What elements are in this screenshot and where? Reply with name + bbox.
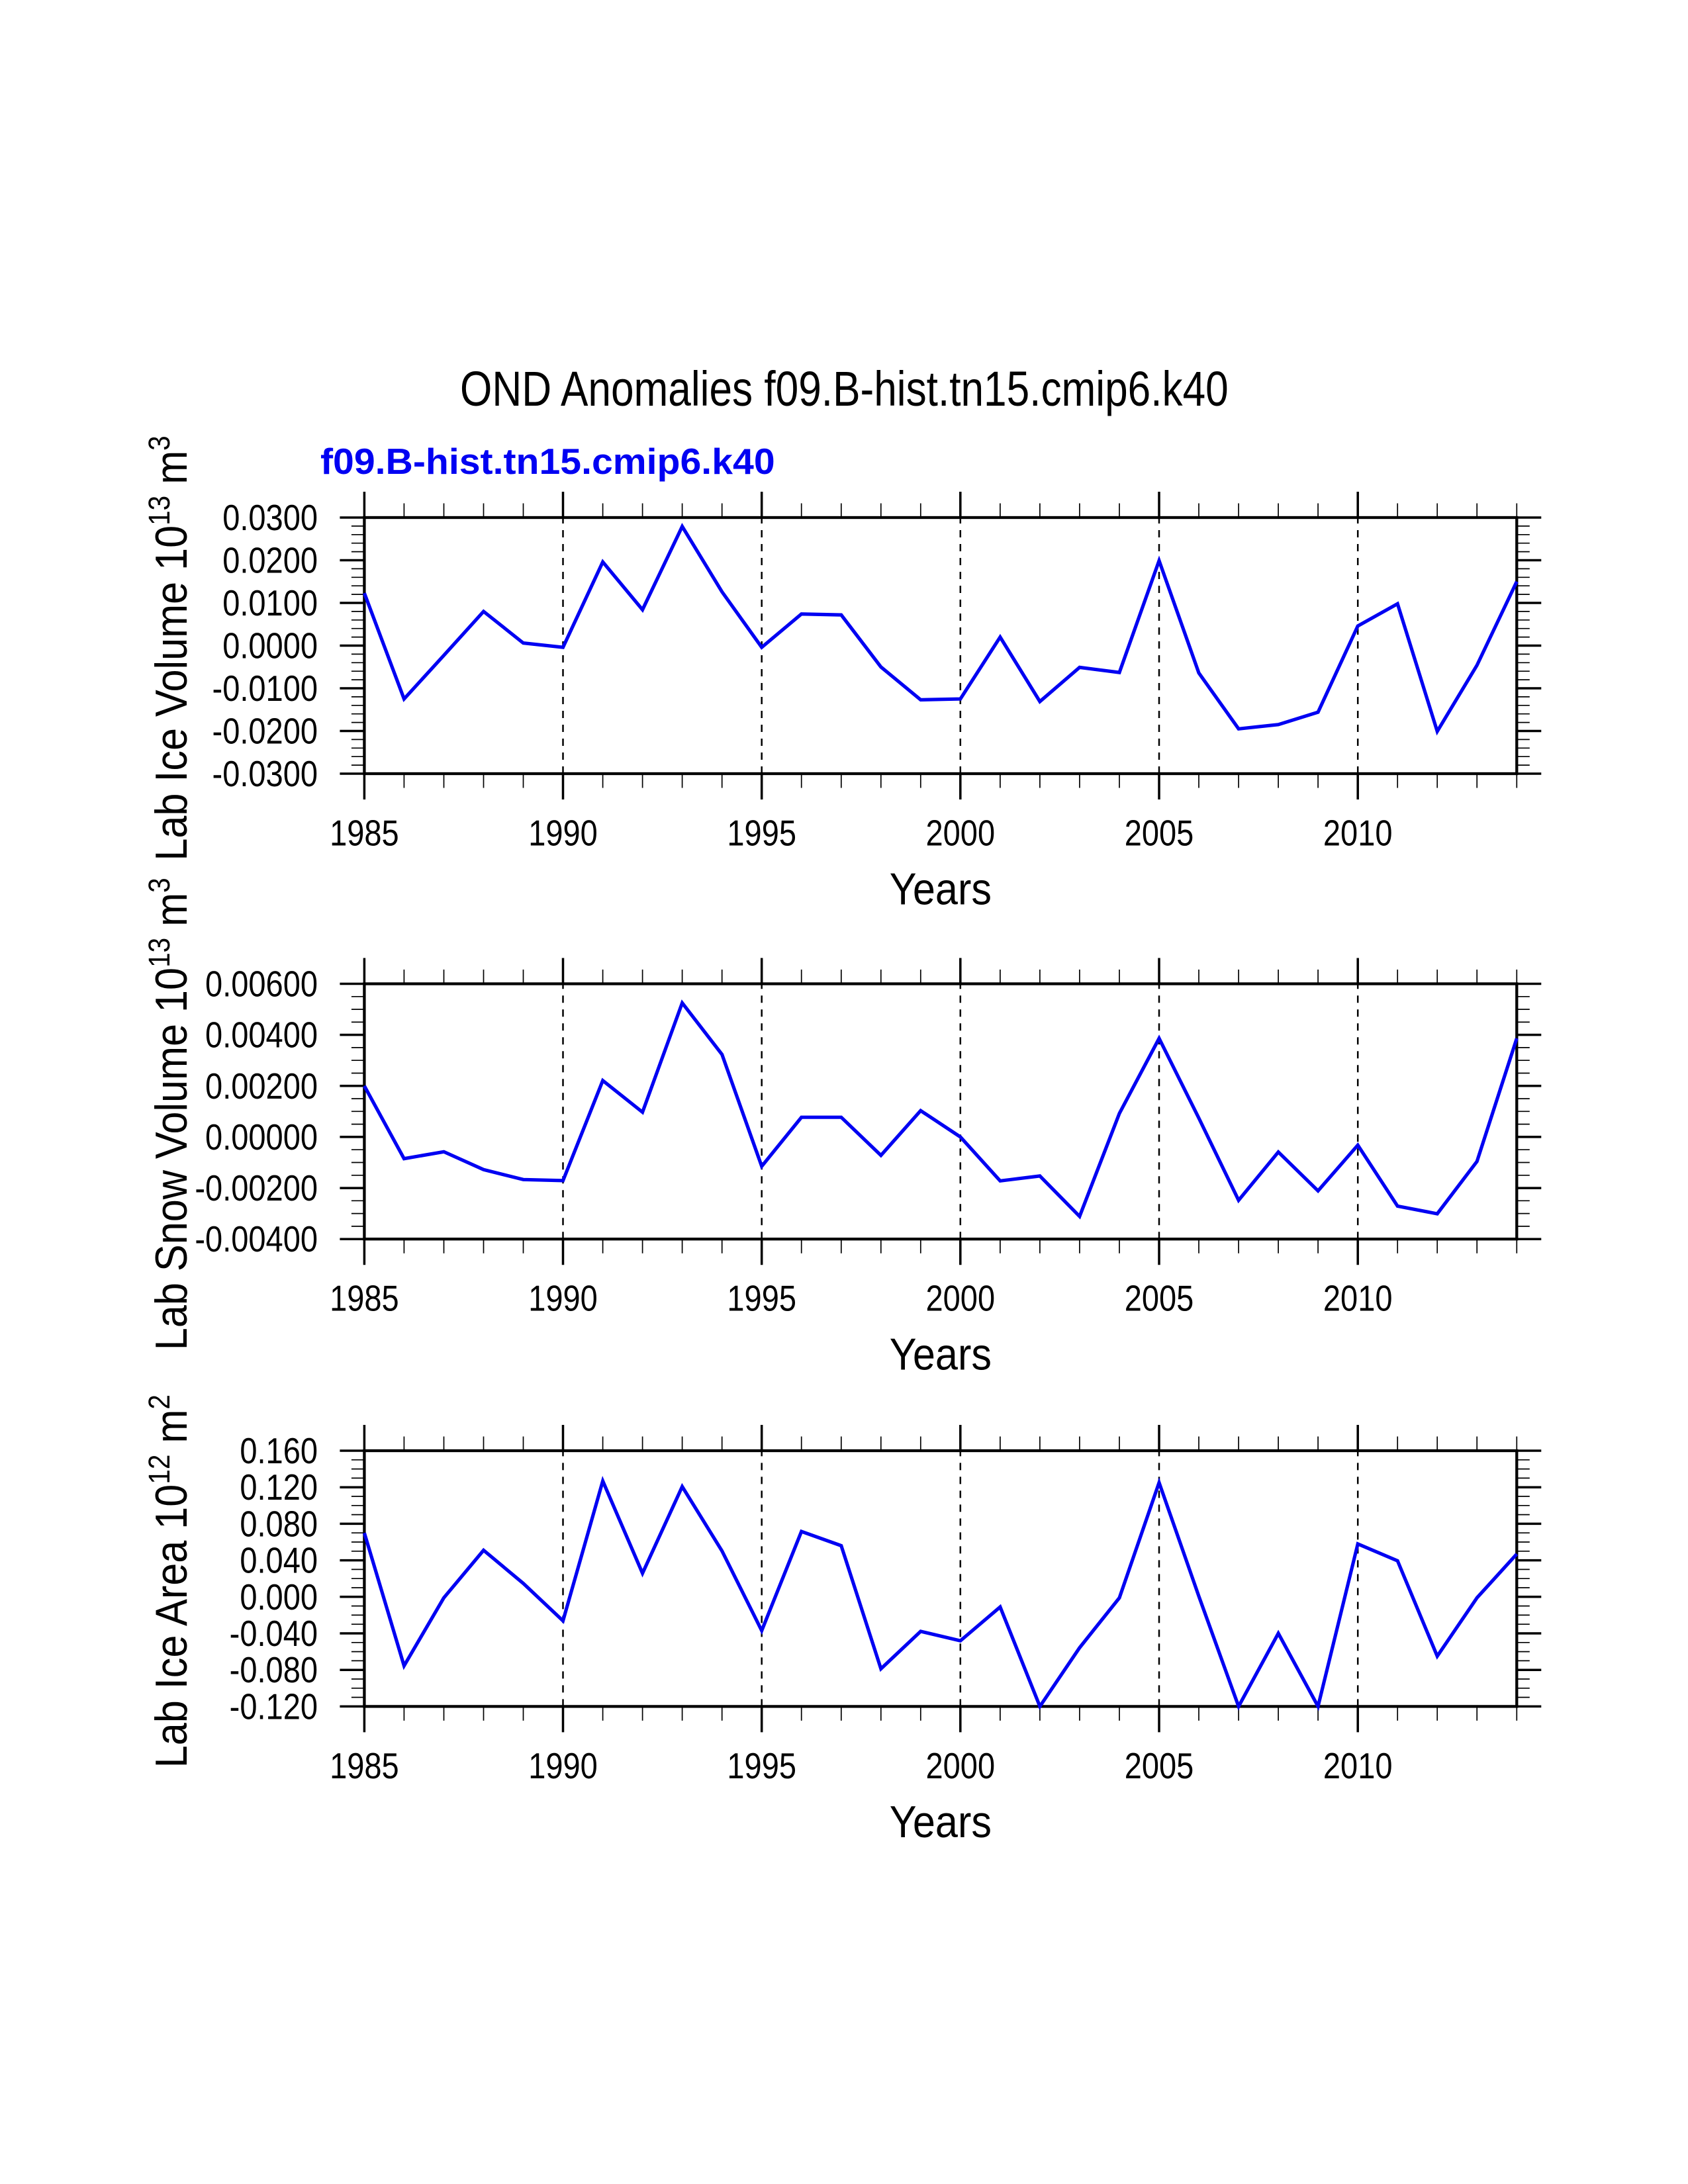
svg-text:Lab Ice Area 1012 m2: Lab Ice Area 1012 m2 [143,1394,197,1768]
svg-text:-0.00200: -0.00200 [195,1168,318,1208]
svg-text:-0.0200: -0.0200 [212,711,318,751]
svg-text:f09.B-hist.tn15.cmip6.k40: f09.B-hist.tn15.cmip6.k40 [320,441,775,482]
svg-text:1995: 1995 [727,813,796,853]
svg-text:-0.080: -0.080 [230,1650,318,1690]
svg-text:0.0000: 0.0000 [222,625,318,666]
svg-text:1985: 1985 [330,1278,399,1318]
svg-text:1985: 1985 [330,1745,399,1786]
svg-text:Years: Years [890,863,992,914]
svg-text:0.0300: 0.0300 [222,498,318,538]
svg-text:Years: Years [890,1329,992,1380]
svg-text:2005: 2005 [1125,813,1194,853]
svg-text:0.160: 0.160 [240,1431,318,1471]
svg-text:2000: 2000 [926,1278,996,1318]
svg-text:2005: 2005 [1125,1745,1194,1786]
svg-text:2005: 2005 [1125,1278,1194,1318]
svg-text:0.0100: 0.0100 [222,583,318,623]
svg-text:-0.040: -0.040 [230,1614,318,1654]
svg-text:0.000: 0.000 [240,1576,318,1617]
svg-text:1990: 1990 [528,1745,598,1786]
svg-text:0.0200: 0.0200 [222,540,318,580]
svg-text:1995: 1995 [727,1278,796,1318]
svg-text:OND Anomalies f09.B-hist.tn15.: OND Anomalies f09.B-hist.tn15.cmip6.k40 [460,362,1229,416]
svg-text:-0.120: -0.120 [230,1686,318,1727]
svg-text:0.120: 0.120 [240,1467,318,1508]
svg-text:2010: 2010 [1323,813,1393,853]
svg-text:0.00400: 0.00400 [205,1015,318,1055]
svg-text:0.00000: 0.00000 [205,1116,318,1157]
svg-text:-0.00400: -0.00400 [195,1219,318,1259]
svg-text:0.040: 0.040 [240,1540,318,1580]
svg-text:2000: 2000 [926,1745,996,1786]
svg-text:0.00200: 0.00200 [205,1066,318,1106]
svg-text:-0.0100: -0.0100 [212,668,318,709]
svg-text:Years: Years [890,1796,992,1847]
svg-text:2010: 2010 [1323,1745,1393,1786]
svg-text:2010: 2010 [1323,1278,1393,1318]
svg-text:1985: 1985 [330,813,399,853]
svg-text:-0.0300: -0.0300 [212,754,318,794]
svg-text:Lab Snow Volume 1013 m3: Lab Snow Volume 1013 m3 [143,878,197,1350]
svg-text:1995: 1995 [727,1745,796,1786]
svg-text:0.080: 0.080 [240,1504,318,1544]
svg-text:1990: 1990 [528,813,598,853]
svg-text:2000: 2000 [926,813,996,853]
svg-text:0.00600: 0.00600 [205,964,318,1004]
svg-text:1990: 1990 [528,1278,598,1318]
